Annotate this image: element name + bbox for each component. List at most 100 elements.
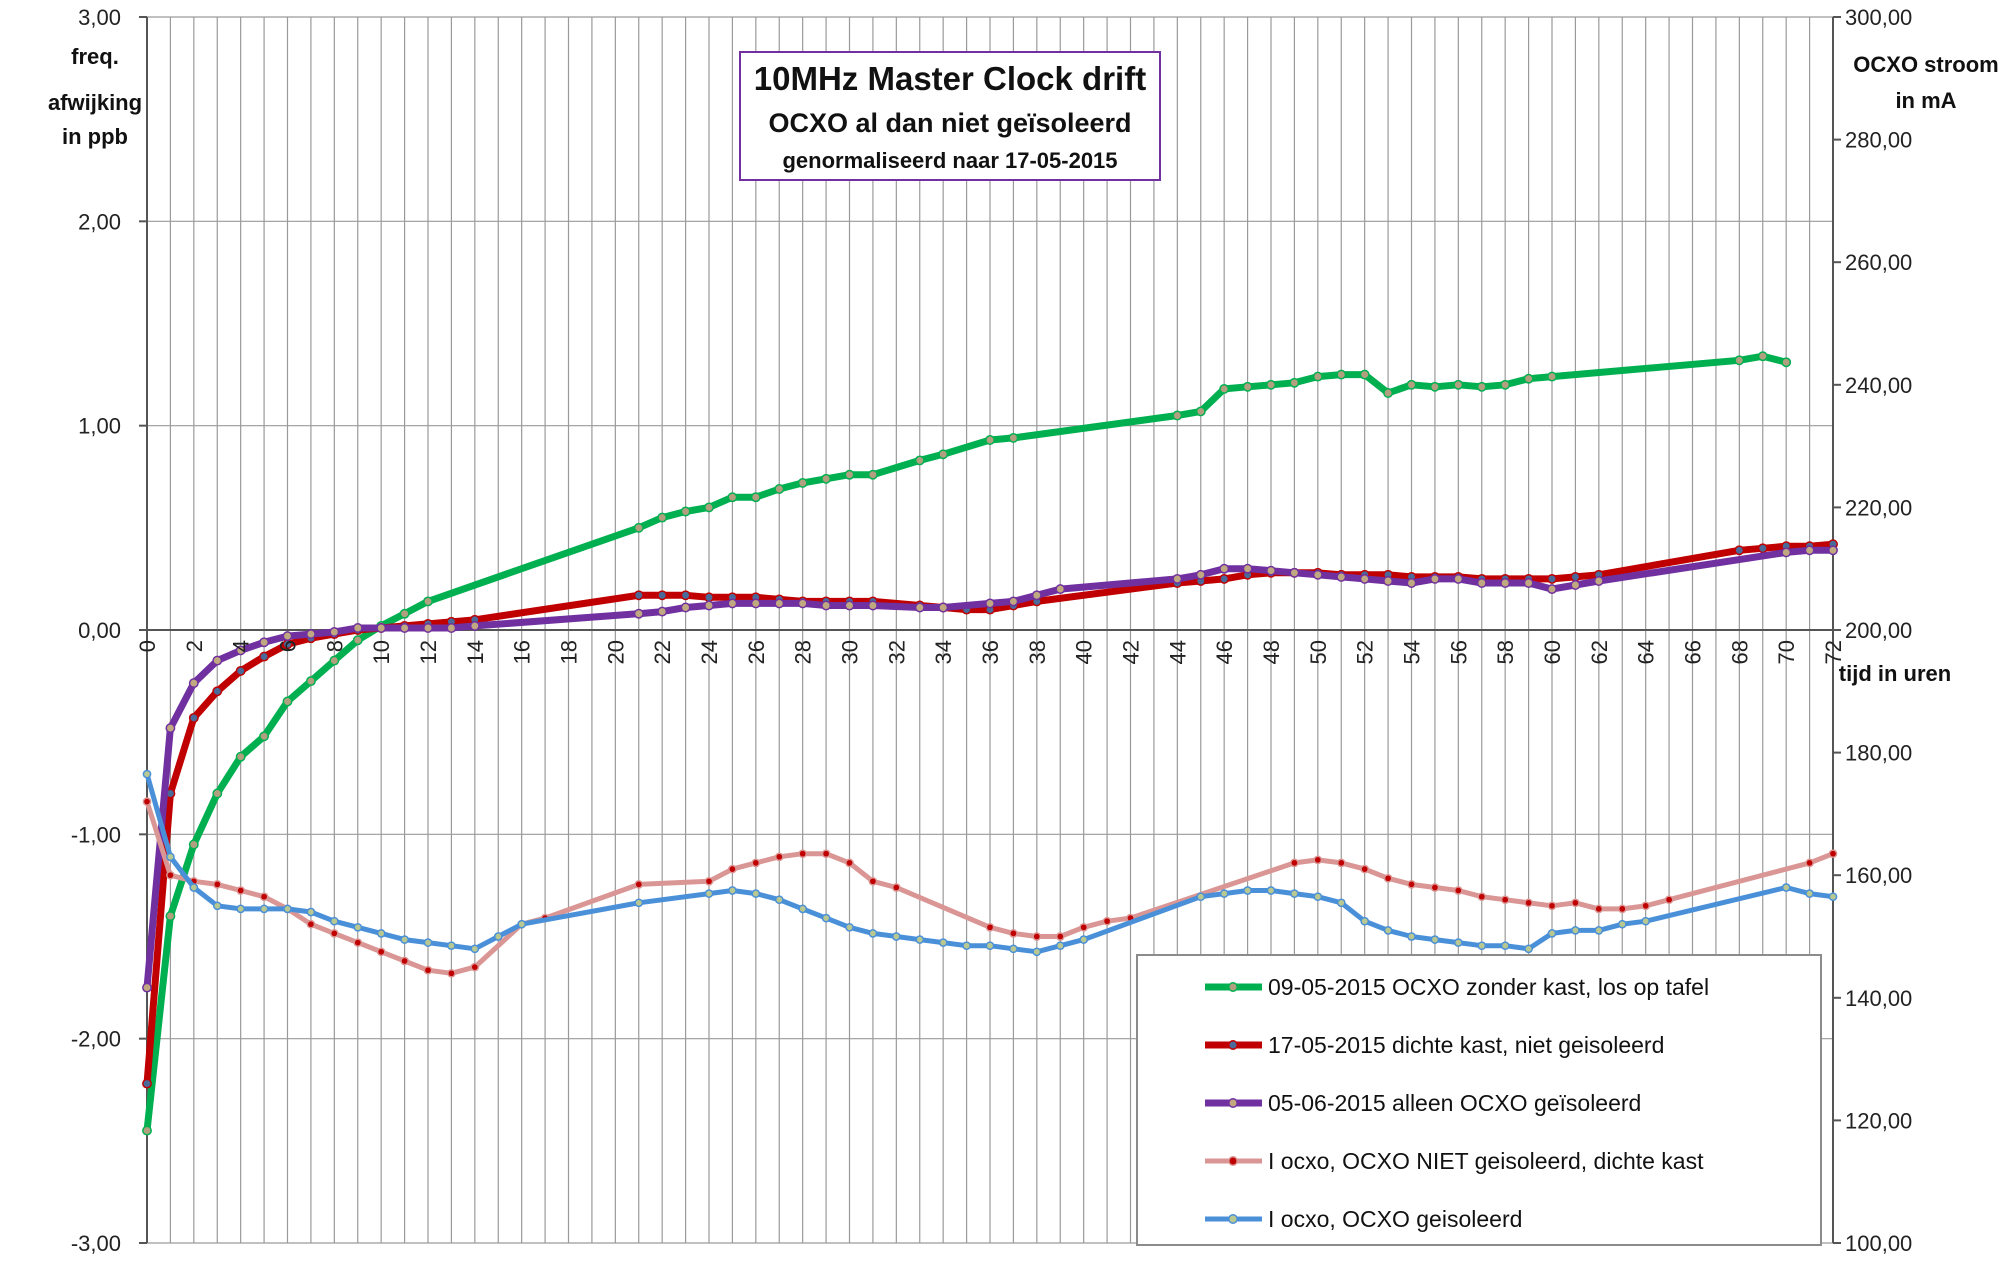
- data-point: [1008, 432, 1019, 443]
- x-tick-label: 66: [1681, 640, 1706, 664]
- x-tick-label: 14: [463, 640, 488, 664]
- series-line: [144, 771, 1836, 955]
- data-point: [1570, 580, 1581, 590]
- x-tick-label: 16: [510, 640, 535, 664]
- data-point: [447, 968, 456, 978]
- data-point: [188, 712, 199, 723]
- data-point: [1641, 916, 1651, 926]
- data-point: [915, 935, 925, 944]
- x-tick-label: 46: [1212, 640, 1237, 664]
- data-point: [774, 598, 785, 609]
- data-point: [329, 627, 340, 637]
- data-point: [867, 600, 878, 611]
- y-right-label-line-2: in mA: [1895, 88, 1956, 113]
- x-tick-label: 4: [229, 640, 254, 652]
- data-point: [1336, 858, 1346, 868]
- x-tick-label: 68: [1727, 640, 1752, 664]
- data-point: [142, 1125, 152, 1136]
- data-point: [352, 623, 363, 633]
- data-point: [1547, 584, 1557, 595]
- data-point: [1172, 573, 1183, 584]
- data-point: [633, 522, 644, 533]
- data-point: [1500, 895, 1510, 905]
- data-point: [1781, 547, 1792, 558]
- legend-label: I ocxo, OCXO geisoleerd: [1268, 1206, 1522, 1232]
- data-point: [750, 598, 761, 609]
- data-point: [1476, 381, 1487, 392]
- x-tick-label: 64: [1634, 640, 1659, 664]
- data-point: [1360, 864, 1370, 874]
- data-point: [1243, 886, 1252, 895]
- data-point: [1524, 898, 1533, 908]
- data-point: [680, 602, 691, 613]
- data-point: [399, 608, 410, 619]
- y-right-tick-label: 120,00: [1845, 1108, 1912, 1133]
- data-point: [985, 598, 995, 609]
- data-point: [1336, 369, 1347, 380]
- data-point: [305, 676, 316, 687]
- y-left-label-line-1: freq.: [71, 44, 119, 69]
- data-point: [1547, 371, 1557, 382]
- data-point: [821, 913, 831, 923]
- data-point: [1102, 916, 1112, 926]
- data-point: [1266, 886, 1276, 895]
- data-point: [774, 895, 784, 905]
- data-point: [142, 797, 152, 806]
- data-point: [1828, 849, 1838, 859]
- data-point: [821, 473, 832, 484]
- data-point: [423, 938, 433, 947]
- data-point: [728, 864, 737, 874]
- data-point: [1734, 545, 1745, 556]
- x-tick-label: 2: [182, 640, 207, 652]
- data-point: [165, 723, 176, 734]
- data-point: [188, 678, 199, 689]
- y-right-tick-label: 200,00: [1845, 618, 1912, 643]
- y-right-tick-label: 180,00: [1845, 741, 1912, 766]
- data-point: [259, 637, 270, 648]
- data-point: [283, 904, 292, 914]
- data-point: [1242, 563, 1253, 574]
- data-point: [1453, 379, 1464, 390]
- data-point: [306, 919, 316, 929]
- data-point: [1571, 926, 1580, 935]
- data-point: [962, 941, 971, 951]
- title-frame: [739, 51, 1161, 181]
- data-point: [142, 769, 152, 779]
- data-point: [1079, 922, 1089, 932]
- data-point: [1430, 883, 1440, 892]
- data-point: [704, 600, 714, 611]
- data-point: [376, 929, 386, 938]
- data-point: [1523, 373, 1534, 384]
- legend-item: I ocxo, OCXO geisoleerd: [1205, 1206, 1522, 1232]
- data-point: [188, 839, 199, 850]
- legend-item: 09-05-2015 OCXO zonder kast, los op tafe…: [1205, 974, 1709, 1000]
- data-point: [259, 651, 270, 662]
- x-tick-label: 54: [1400, 640, 1425, 664]
- x-tick-label: 32: [884, 640, 909, 664]
- data-point: [868, 876, 878, 886]
- data-point: [1407, 932, 1416, 941]
- data-point: [751, 858, 761, 868]
- x-tick-label: 34: [931, 640, 956, 664]
- chart-subtitle: OCXO al dan niet geïsoleerd: [768, 108, 1131, 138]
- data-point: [680, 506, 691, 517]
- legend-item: 17-05-2015 dichte kast, niet geisoleerd: [1205, 1032, 1664, 1058]
- data-point: [189, 883, 199, 892]
- data-point: [1406, 379, 1417, 390]
- data-point: [1594, 926, 1604, 935]
- data-point: [212, 655, 223, 666]
- data-point: [1055, 941, 1065, 951]
- legend-marker: [1228, 1040, 1238, 1050]
- data-point: [282, 631, 293, 642]
- labels-layer: -3,00-2,00-1,000,001,002,003,00100,00120…: [71, 5, 1912, 1256]
- data-point: [1313, 855, 1323, 865]
- x-tick-label: 6: [276, 640, 301, 652]
- data-point: [821, 849, 831, 859]
- x-tick-label: 18: [557, 640, 582, 664]
- data-point: [470, 944, 480, 954]
- data-point: [1641, 901, 1651, 911]
- data-point: [633, 608, 644, 619]
- x-tick-label: 22: [650, 640, 675, 664]
- legend-items: 09-05-2015 OCXO zonder kast, los op tafe…: [1205, 974, 1709, 1232]
- x-axis-label: tijd in uren: [1839, 661, 1951, 686]
